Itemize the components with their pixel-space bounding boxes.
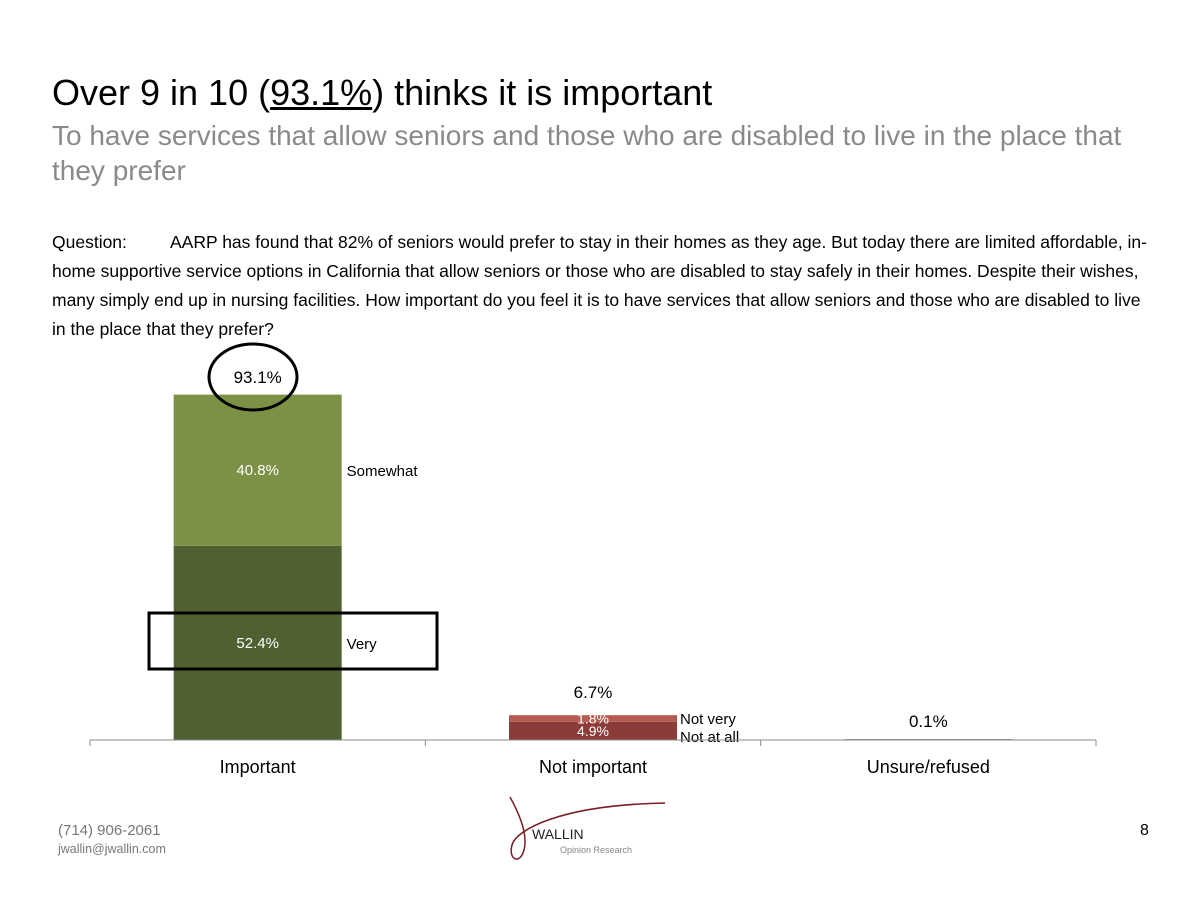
total-value-label: 6.7% — [574, 683, 613, 702]
total-value-label: 0.1% — [909, 712, 948, 731]
segment-value-label: 52.4% — [236, 635, 279, 652]
bar-segment-not-very — [509, 715, 677, 722]
title-text-end: ) thinks it is important — [372, 72, 713, 113]
slide-subtitle: To have services that allow seniors and … — [52, 120, 1122, 186]
total-value-label: 93.1% — [234, 368, 282, 387]
highlight-circle — [207, 342, 299, 412]
footer-email: jwallin@jwallin.com — [58, 842, 166, 856]
question-text: AARP has found that 82% of seniors would… — [52, 232, 1147, 339]
category-label: Not important — [539, 757, 647, 777]
bar-segment-very — [173, 545, 342, 740]
logo-subtext: Opinion Research — [560, 845, 633, 855]
category-label: Unsure/refused — [867, 757, 990, 777]
slide-title: Over 9 in 10 (93.1%) thinks it is import… — [52, 72, 712, 114]
category-label: Important — [220, 757, 296, 777]
segment-legend-label: Not very — [680, 711, 736, 728]
title-text: Over 9 in 10 ( — [52, 72, 271, 113]
logo-text: WALLIN — [532, 826, 584, 842]
segment-value-label: 40.8% — [236, 462, 279, 479]
segment-value-label: 1.8% — [577, 711, 609, 727]
question-block: Question: AARP has found that 82% of seni… — [52, 228, 1152, 344]
segment-legend-label: Very — [347, 636, 378, 653]
footer-phone: (714) 906-2061 — [58, 822, 161, 839]
bar-segment-not-at-all — [509, 721, 677, 740]
title-highlight: 93.1% — [270, 72, 373, 113]
question-label: Question: — [52, 232, 127, 252]
segment-legend-label: Somewhat — [347, 463, 419, 480]
bar-segment-somewhat — [173, 394, 342, 546]
wallin-logo-signature — [509, 796, 666, 860]
highlight-box — [147, 611, 439, 671]
segment-legend-label: Not at all — [680, 729, 739, 746]
segment-value-label: 4.9% — [577, 723, 609, 739]
page-number: 8 — [1140, 822, 1149, 839]
